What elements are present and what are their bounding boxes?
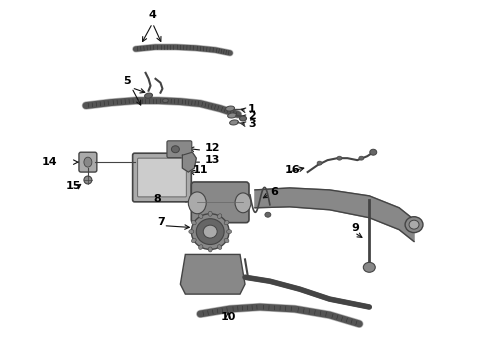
Text: 4: 4	[148, 10, 156, 20]
FancyBboxPatch shape	[191, 182, 249, 223]
Ellipse shape	[240, 116, 246, 121]
Ellipse shape	[192, 238, 196, 243]
Ellipse shape	[192, 221, 196, 225]
Polygon shape	[182, 152, 196, 172]
Text: 1: 1	[248, 104, 256, 113]
Text: 7: 7	[158, 217, 166, 227]
Text: 16: 16	[285, 165, 300, 175]
Text: 2: 2	[248, 112, 256, 121]
Ellipse shape	[317, 161, 322, 165]
Ellipse shape	[208, 247, 212, 252]
Text: 10: 10	[220, 312, 236, 322]
Text: 14: 14	[42, 157, 57, 167]
Ellipse shape	[84, 157, 92, 167]
Ellipse shape	[208, 211, 212, 216]
Ellipse shape	[198, 214, 203, 219]
Text: 13: 13	[204, 155, 220, 165]
Ellipse shape	[265, 212, 271, 217]
Ellipse shape	[224, 238, 229, 243]
Ellipse shape	[84, 176, 92, 184]
Ellipse shape	[218, 245, 222, 249]
Ellipse shape	[405, 217, 423, 233]
Ellipse shape	[218, 214, 222, 219]
Ellipse shape	[198, 245, 203, 249]
Ellipse shape	[225, 106, 235, 111]
Ellipse shape	[145, 93, 152, 98]
FancyBboxPatch shape	[79, 152, 97, 172]
Text: 6: 6	[270, 187, 278, 197]
Ellipse shape	[196, 219, 224, 244]
Ellipse shape	[188, 192, 206, 214]
Text: 15: 15	[65, 181, 81, 191]
Ellipse shape	[359, 156, 364, 160]
Text: 11: 11	[192, 165, 208, 175]
Ellipse shape	[228, 113, 237, 118]
Ellipse shape	[337, 156, 342, 160]
Ellipse shape	[230, 120, 239, 125]
FancyBboxPatch shape	[167, 141, 192, 158]
Polygon shape	[255, 188, 414, 242]
Ellipse shape	[203, 225, 217, 238]
Text: 3: 3	[248, 120, 256, 130]
Ellipse shape	[370, 149, 377, 155]
Ellipse shape	[189, 230, 194, 234]
Ellipse shape	[235, 193, 251, 213]
Ellipse shape	[226, 230, 232, 234]
Text: 8: 8	[154, 194, 162, 204]
Ellipse shape	[163, 99, 169, 103]
Ellipse shape	[191, 214, 229, 249]
Polygon shape	[180, 255, 245, 294]
Ellipse shape	[409, 220, 419, 229]
Text: 12: 12	[204, 143, 220, 153]
Text: 9: 9	[351, 222, 359, 233]
Ellipse shape	[224, 221, 229, 225]
FancyBboxPatch shape	[138, 158, 186, 197]
FancyBboxPatch shape	[133, 153, 191, 202]
Text: 5: 5	[123, 76, 131, 86]
Ellipse shape	[172, 146, 179, 153]
Ellipse shape	[363, 262, 375, 272]
